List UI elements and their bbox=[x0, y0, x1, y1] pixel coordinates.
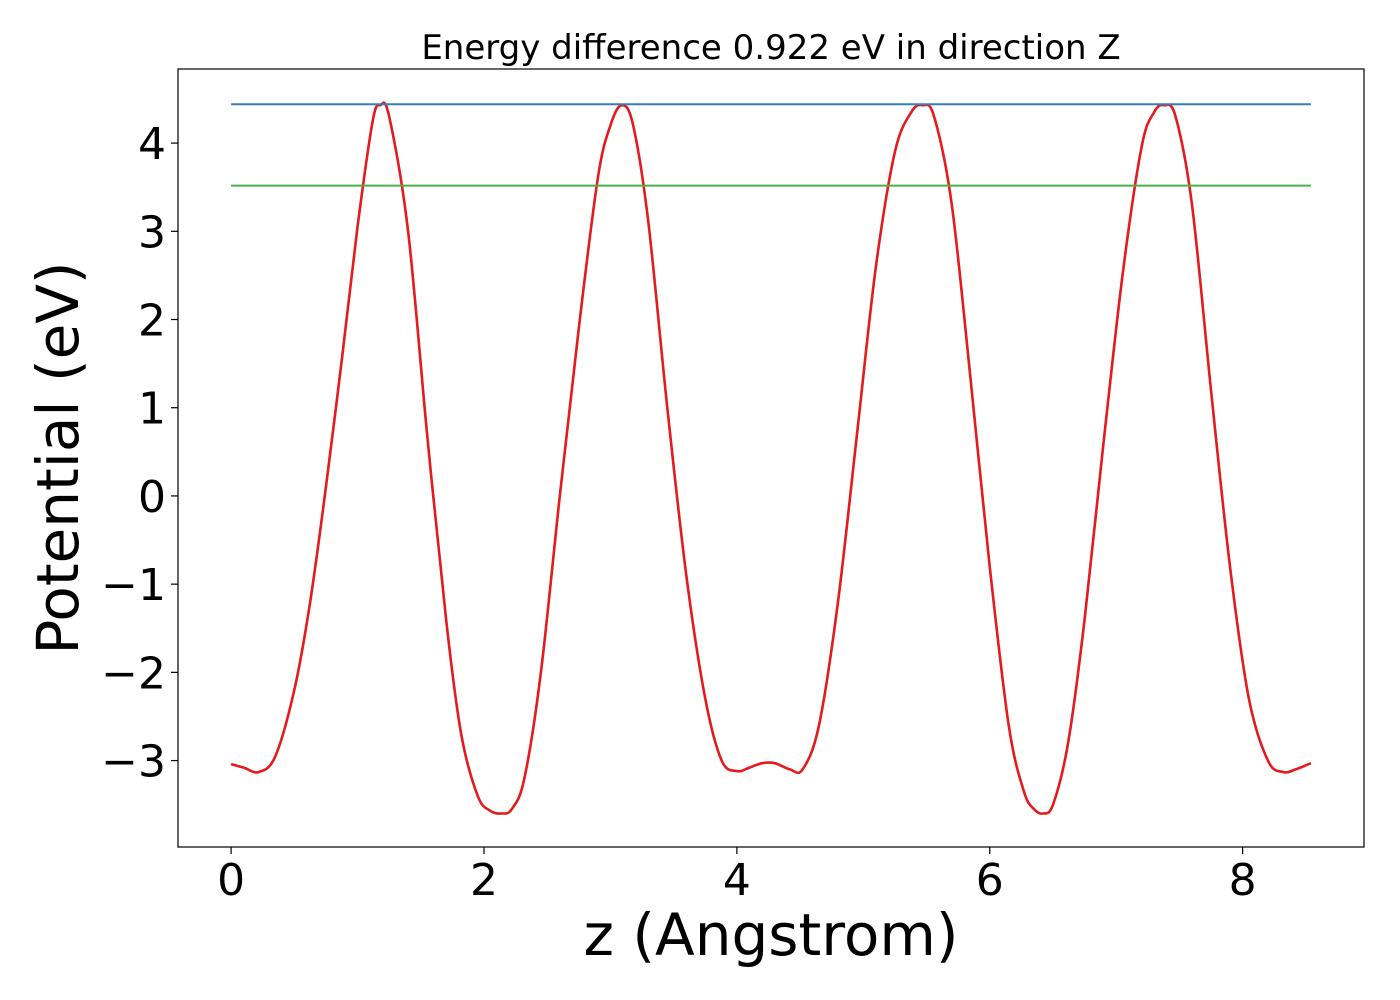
y-tick-label: −3 bbox=[101, 737, 166, 788]
y-tick-label: 2 bbox=[138, 296, 166, 347]
y-tick-label: 0 bbox=[138, 472, 166, 523]
y-axis-label: Potential (eV) bbox=[24, 261, 92, 654]
y-axis: −3 −2 −1 0 1 2 3 4 bbox=[101, 119, 178, 788]
y-tick-label: 3 bbox=[138, 207, 166, 258]
potential-curve bbox=[230, 101, 1312, 815]
x-tick-label: 2 bbox=[470, 855, 498, 906]
y-tick-label: −1 bbox=[101, 560, 166, 611]
x-tick-label: 4 bbox=[723, 855, 751, 906]
x-tick-label: 0 bbox=[217, 855, 245, 906]
x-axis-label: z (Angstrom) bbox=[584, 901, 959, 969]
plot-area bbox=[177, 68, 1365, 848]
y-tick-label: −2 bbox=[101, 648, 166, 699]
plot-frame bbox=[177, 68, 1365, 848]
x-tick-label: 8 bbox=[1229, 855, 1257, 906]
x-tick-label: 6 bbox=[976, 855, 1004, 906]
y-tick-label: 1 bbox=[138, 384, 166, 435]
chart-title: Energy difference 0.922 eV in direction … bbox=[421, 28, 1120, 68]
series-layer bbox=[230, 101, 1312, 815]
x-axis: 0 2 4 6 8 bbox=[217, 847, 1257, 906]
y-tick-label: 4 bbox=[138, 119, 166, 170]
